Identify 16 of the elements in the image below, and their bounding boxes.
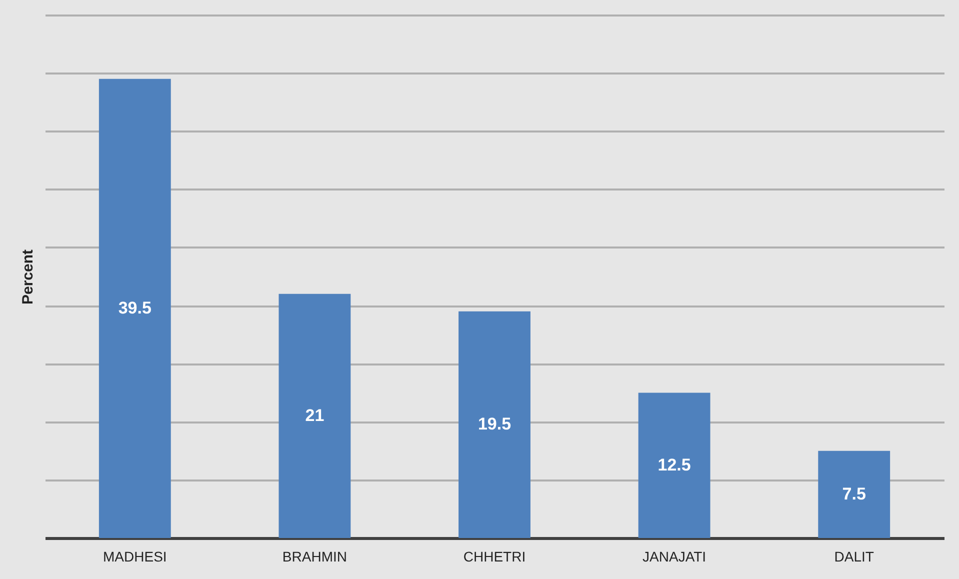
data-label: 7.5 [842,484,866,504]
data-label: 12.5 [658,455,691,474]
bar [818,450,890,538]
bar [98,78,171,538]
bar [458,311,530,538]
x-tick-label: CHHETRI [463,548,526,564]
data-label: 19.5 [478,414,512,434]
data-label: 21 [305,406,324,425]
x-tick-label: BRAHMIN [282,548,347,564]
data-label: 39.5 [118,298,152,318]
x-tick-label: DALIT [834,548,874,564]
x-tick-label: JANAJATI [642,548,706,564]
x-tick-label: MADHESI [103,548,167,564]
y-axis-title: Percent [20,249,36,305]
bar [278,294,351,538]
bar [638,392,710,538]
